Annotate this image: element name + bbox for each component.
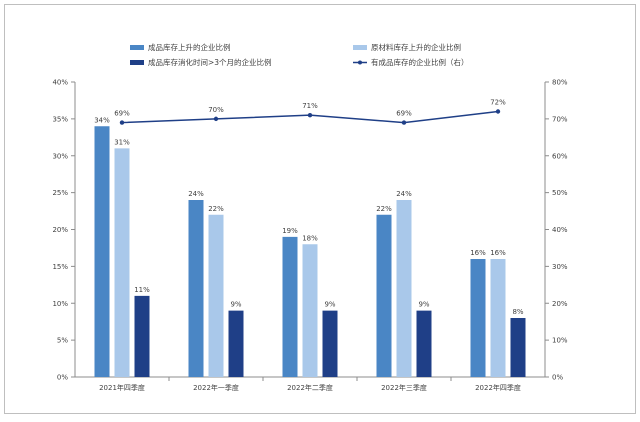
- line-point: [119, 120, 125, 125]
- bar-series-3: [228, 310, 244, 377]
- legend-label: 有成品库存的企业比例（右）: [371, 57, 469, 67]
- bar-series-2: [490, 259, 506, 377]
- right-tick-label: 80%: [552, 79, 568, 87]
- left-tick-label: 20%: [52, 226, 68, 234]
- x-category-label: 2021年四季度: [99, 383, 145, 392]
- legend-swatch: [130, 45, 144, 50]
- bar-data-label: 31%: [114, 138, 130, 146]
- line-data-label: 69%: [396, 110, 412, 118]
- x-category-label: 2022年三季度: [381, 383, 427, 392]
- bar-series-3: [134, 295, 150, 377]
- right-tick-label: 60%: [552, 152, 568, 160]
- left-tick-label: 15%: [52, 263, 68, 271]
- left-tick-label: 5%: [57, 337, 68, 345]
- line-point: [495, 109, 501, 114]
- bar-data-label: 11%: [134, 286, 150, 294]
- right-tick-label: 20%: [552, 300, 568, 308]
- bar-data-label: 8%: [512, 308, 523, 316]
- bar-data-label: 22%: [376, 205, 392, 213]
- line-point: [307, 112, 313, 118]
- bar-series-1: [188, 200, 204, 377]
- bar-series-1: [94, 126, 110, 377]
- bar-data-label: 18%: [302, 234, 318, 242]
- right-tick-label: 40%: [552, 226, 568, 234]
- right-tick-label: 0%: [552, 374, 563, 382]
- left-tick-label: 40%: [52, 79, 68, 87]
- legend-swatch: [353, 45, 367, 50]
- legend-label: 成品库存上升的企业比例: [148, 42, 231, 52]
- bar-data-label: 22%: [208, 205, 224, 213]
- bar-series-2: [208, 214, 224, 377]
- bar-series-2: [396, 200, 412, 377]
- line-data-label: 70%: [208, 106, 224, 114]
- legend-line-marker: [358, 60, 362, 65]
- line-point: [401, 120, 407, 125]
- bar-series-2: [114, 148, 130, 377]
- left-tick-label: 35%: [52, 115, 68, 123]
- bar-series-1: [376, 214, 392, 377]
- line-data-label: 71%: [302, 102, 318, 110]
- bar-data-label: 34%: [94, 116, 110, 124]
- bar-series-3: [416, 310, 432, 377]
- chart-border: [4, 4, 636, 414]
- x-category-label: 2022年四季度: [475, 383, 521, 392]
- bar-data-label: 19%: [282, 227, 298, 235]
- right-tick-label: 30%: [552, 263, 568, 271]
- bar-data-label: 9%: [418, 301, 429, 309]
- left-tick-label: 25%: [52, 189, 68, 197]
- x-category-label: 2022年一季度: [193, 383, 239, 392]
- bar-data-label: 9%: [324, 301, 335, 309]
- right-tick-label: 50%: [552, 189, 568, 197]
- bar-data-label: 16%: [490, 249, 506, 257]
- bar-series-3: [510, 318, 526, 377]
- legend-label: 原材料库存上升的企业比例: [371, 42, 461, 52]
- bar-data-label: 24%: [396, 190, 412, 198]
- bar-series-2: [302, 244, 318, 377]
- bar-series-1: [282, 236, 298, 377]
- left-tick-label: 0%: [57, 374, 68, 382]
- right-tick-label: 10%: [552, 337, 568, 345]
- line-data-label: 72%: [490, 99, 506, 107]
- bar-data-label: 16%: [470, 249, 486, 257]
- bar-data-label: 24%: [188, 190, 204, 198]
- left-tick-label: 10%: [52, 300, 68, 308]
- x-category-label: 2022年二季度: [287, 383, 333, 392]
- legend-swatch: [130, 60, 144, 65]
- line-data-label: 69%: [114, 110, 130, 118]
- bar-series-1: [470, 259, 486, 377]
- legend-label: 成品库存消化时间>3个月的企业比例: [148, 57, 272, 67]
- bar-data-label: 9%: [230, 301, 241, 309]
- left-tick-label: 30%: [52, 152, 68, 160]
- right-tick-label: 70%: [552, 115, 568, 123]
- bar-series-3: [322, 310, 338, 377]
- line-point: [213, 116, 219, 122]
